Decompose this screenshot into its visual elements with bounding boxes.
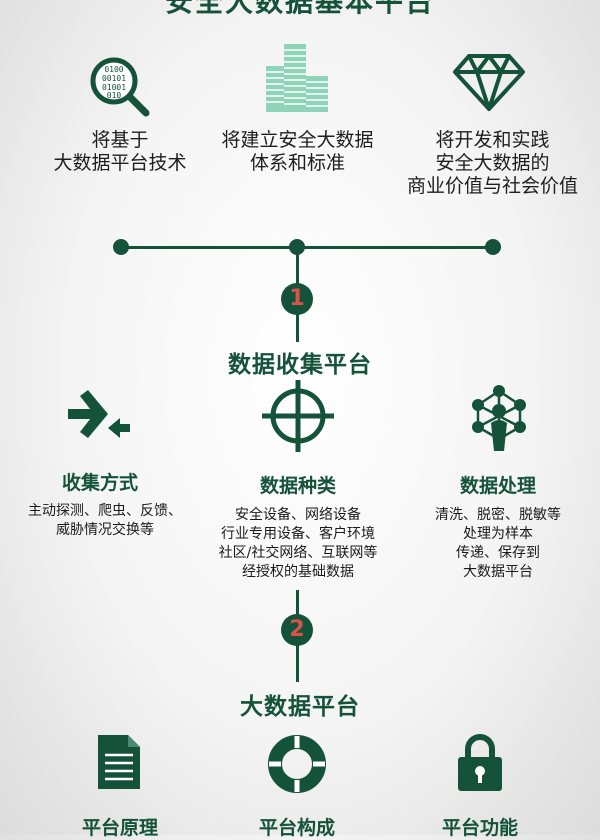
svg-text:010: 010 bbox=[107, 91, 122, 100]
section-title-big-data-platform: 大数据平台 bbox=[240, 694, 360, 720]
col-desc-data-processing: 清洗、脱密、脱敏等 处理为样本 传递、保存到 大数据平台 bbox=[435, 507, 561, 580]
timeline-horizontal bbox=[120, 246, 493, 249]
timeline-dot-center bbox=[289, 239, 305, 255]
col-desc-collection-method: 主动探测、爬虫、反馈、 威胁情况交换等 bbox=[28, 503, 182, 538]
timeline-dot-right bbox=[485, 239, 501, 255]
diamond-icon bbox=[453, 52, 525, 112]
network-person-icon bbox=[470, 383, 528, 453]
document-icon bbox=[96, 733, 142, 791]
col-title-platform-function: 平台功能 bbox=[441, 817, 518, 839]
svg-text:0100: 0100 bbox=[104, 65, 123, 74]
step-badge-2: 2 bbox=[281, 614, 313, 646]
timeline-dot-left bbox=[113, 239, 129, 255]
crosshair-icon bbox=[260, 380, 336, 452]
col-desc-data-types: 安全设备、网络设备 行业专用设备、客户环境 社区/社交网络、互联网等 经授权的基… bbox=[218, 507, 378, 580]
col-title-platform-composition: 平台构成 bbox=[258, 817, 335, 839]
col-title-platform-principle: 平台原理 bbox=[81, 817, 158, 839]
col-title-data-types: 数据种类 bbox=[259, 475, 336, 497]
svg-text:01001: 01001 bbox=[102, 83, 126, 92]
lifebuoy-icon bbox=[267, 734, 327, 794]
feature-text-value: 将开发和实践 安全大数据的 商业价值与社会价值 bbox=[406, 129, 578, 197]
page-title: 安全大数据基本平台 bbox=[164, 0, 435, 18]
col-title-collection-method: 收集方式 bbox=[61, 472, 138, 494]
feature-text-standards: 将建立安全大数据 体系和标准 bbox=[221, 129, 374, 174]
step-badge-1: 1 bbox=[281, 283, 313, 315]
magnifier-binary-icon: 0100 00101 01001 010 bbox=[88, 55, 152, 119]
svg-text:00101: 00101 bbox=[102, 74, 126, 83]
feature-text-platform-tech: 将基于 大数据平台技术 bbox=[53, 129, 187, 174]
section-title-collection: 数据收集平台 bbox=[228, 352, 372, 378]
padlock-icon bbox=[456, 733, 504, 793]
buildings-icon bbox=[262, 42, 332, 114]
converge-arrows-icon bbox=[66, 388, 134, 442]
col-title-data-processing: 数据处理 bbox=[459, 475, 536, 497]
